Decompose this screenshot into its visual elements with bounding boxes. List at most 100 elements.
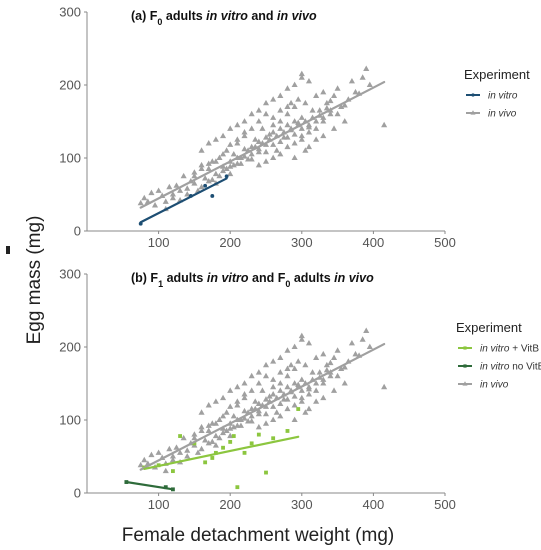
data-point — [198, 183, 205, 190]
data-point — [205, 427, 212, 433]
legend-key-marker — [463, 346, 467, 350]
data-point — [288, 361, 295, 368]
legend-label-rest: + VitB — [509, 344, 539, 355]
x-axis-title: Female detachment weight (mg) — [122, 525, 394, 546]
legend-label: in vitro no VitB — [480, 362, 541, 373]
data-point — [255, 118, 262, 124]
data-point — [219, 132, 227, 139]
data-point — [305, 77, 313, 84]
data-point — [330, 354, 338, 360]
data-point — [255, 145, 262, 152]
data-point — [148, 189, 155, 196]
data-point — [270, 114, 277, 120]
data-point — [291, 103, 298, 109]
legend-title: Experiment — [464, 67, 530, 82]
panel-b: 0 100 200 300 100 200 300 400 500 (b) F1 adults i… — [59, 267, 541, 513]
data-point — [234, 140, 241, 146]
y-tick-label: 100 — [59, 151, 81, 166]
data-point — [248, 150, 255, 157]
data-point — [277, 380, 284, 386]
data-point — [348, 339, 355, 346]
data-point — [148, 451, 155, 458]
y-tick-label: 200 — [59, 78, 81, 93]
data-point — [327, 97, 334, 104]
y-tick-label: 0 — [74, 486, 81, 501]
data-point — [291, 343, 298, 350]
data-point — [298, 136, 305, 142]
data-point — [137, 461, 144, 468]
data-point — [255, 400, 262, 406]
data-point — [241, 129, 248, 135]
data-point — [284, 110, 291, 117]
data-point — [262, 148, 270, 155]
data-point — [216, 172, 223, 179]
panel-title-part: adults — [163, 271, 207, 285]
data-point — [291, 118, 298, 124]
data-point — [223, 147, 230, 153]
data-point — [366, 81, 373, 88]
data-point — [234, 383, 241, 390]
data-point — [171, 469, 175, 474]
data-point — [327, 359, 334, 366]
legend-label: in vitro + VitB — [480, 344, 539, 355]
data-point — [270, 403, 277, 409]
data-point — [241, 391, 248, 397]
data-point — [255, 138, 262, 144]
data-point — [270, 129, 277, 135]
data-point — [284, 405, 291, 412]
data-point — [298, 74, 305, 80]
data-point — [291, 154, 298, 161]
data-point — [227, 163, 234, 169]
panel-title-part: 0 — [157, 17, 162, 27]
data-point — [223, 165, 230, 171]
data-point — [221, 445, 225, 450]
data-point — [291, 140, 298, 146]
fit-line — [139, 342, 386, 471]
data-point — [334, 372, 341, 379]
panel-title-part: in vivo — [277, 9, 317, 23]
data-point — [198, 409, 205, 415]
data-point — [262, 99, 270, 106]
data-point — [248, 125, 255, 131]
data-point — [338, 365, 345, 371]
x-tick-label: 200 — [219, 497, 241, 512]
data-point — [381, 383, 388, 390]
data-point — [169, 453, 176, 459]
data-point — [264, 470, 268, 475]
data-point — [227, 387, 234, 393]
data-point — [219, 167, 227, 174]
data-point — [241, 380, 248, 386]
data-point — [178, 434, 182, 438]
data-point — [255, 107, 262, 113]
data-point — [162, 467, 169, 474]
data-point — [295, 96, 302, 102]
data-point — [212, 158, 219, 164]
data-point — [212, 398, 219, 404]
data-point — [313, 118, 320, 124]
data-point — [313, 136, 320, 142]
data-point — [205, 422, 212, 428]
data-point — [291, 131, 298, 137]
data-point — [227, 403, 234, 409]
y-tick-label: 100 — [59, 413, 81, 428]
panel-title-part: (b) F — [131, 271, 158, 285]
data-point — [323, 104, 330, 111]
y-tick-label: 300 — [59, 267, 81, 282]
data-point — [252, 398, 259, 404]
legend-label-italic: in vivo — [480, 380, 509, 391]
data-point — [191, 169, 198, 175]
data-point — [320, 114, 327, 120]
data-point — [270, 383, 277, 390]
data-point — [255, 410, 262, 417]
data-point — [271, 436, 276, 441]
data-point — [277, 125, 284, 131]
data-point — [184, 185, 191, 191]
data-point — [184, 447, 191, 453]
data-point — [284, 347, 291, 353]
fit-line — [125, 480, 175, 491]
legend-label-italic: in vitro — [480, 344, 510, 355]
data-point — [216, 434, 223, 441]
data-point — [248, 110, 255, 117]
